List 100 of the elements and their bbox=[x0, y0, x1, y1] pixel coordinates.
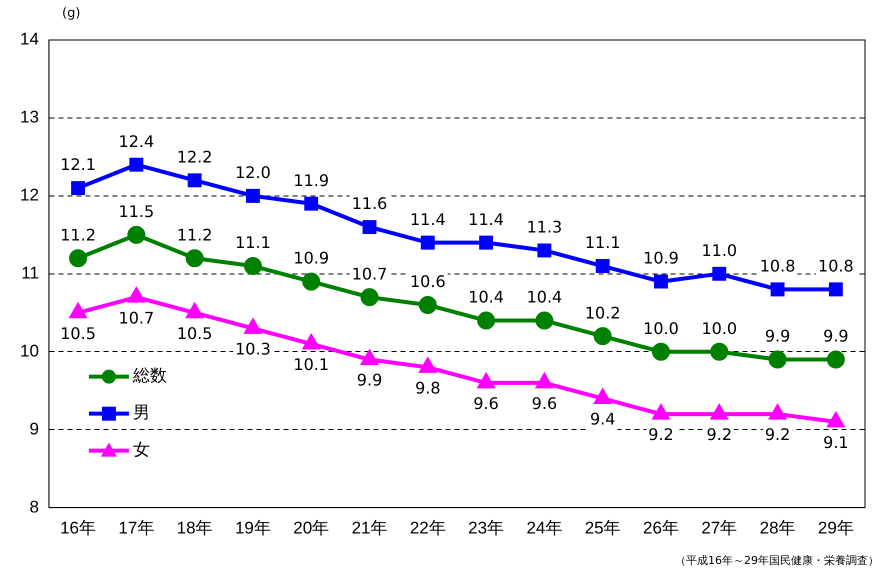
point bbox=[362, 220, 376, 234]
y-tick-label: 10 bbox=[20, 341, 39, 360]
point bbox=[652, 405, 670, 420]
point bbox=[420, 358, 436, 373]
data-label: 12.4 bbox=[118, 132, 154, 151]
point bbox=[127, 226, 146, 244]
y-tick-label: 14 bbox=[20, 30, 39, 49]
point bbox=[654, 274, 668, 289]
point bbox=[128, 288, 144, 303]
point bbox=[70, 304, 86, 318]
x-tick-label: 28年 bbox=[760, 518, 796, 538]
data-label: 10.5 bbox=[176, 324, 212, 343]
data-label: 10.8 bbox=[818, 256, 854, 276]
legend-label: 女 bbox=[132, 440, 150, 460]
data-label: 9.1 bbox=[823, 433, 849, 452]
data-label: 9.9 bbox=[356, 370, 382, 390]
point bbox=[711, 405, 728, 420]
data-label: 10.9 bbox=[293, 248, 330, 268]
x-tick-label: 17年 bbox=[118, 518, 154, 538]
data-label: 11.4 bbox=[410, 210, 446, 229]
data-label: 12.2 bbox=[176, 147, 212, 166]
data-label: 10.4 bbox=[526, 288, 562, 307]
point bbox=[770, 405, 786, 420]
point bbox=[303, 334, 320, 350]
point bbox=[826, 350, 845, 369]
x-tick-label: 21年 bbox=[352, 518, 388, 538]
legend-label: 男 bbox=[132, 403, 150, 424]
point bbox=[535, 312, 554, 330]
data-label: 9.6 bbox=[532, 394, 558, 414]
point bbox=[712, 266, 726, 281]
legend-label: 総数 bbox=[132, 366, 167, 386]
data-label: 10.8 bbox=[760, 256, 796, 276]
point bbox=[418, 296, 437, 314]
point bbox=[302, 272, 320, 291]
point bbox=[420, 236, 435, 250]
point bbox=[478, 374, 494, 388]
data-label: 10.5 bbox=[60, 324, 96, 343]
x-tick-label: 24年 bbox=[526, 518, 562, 538]
data-label: 12.1 bbox=[60, 155, 96, 174]
data-label: 9.9 bbox=[823, 326, 849, 346]
point bbox=[304, 196, 318, 211]
point bbox=[828, 282, 843, 296]
point bbox=[188, 173, 202, 188]
data-label: 10.0 bbox=[701, 318, 738, 338]
point bbox=[186, 249, 204, 268]
point bbox=[186, 304, 203, 318]
point bbox=[828, 412, 844, 428]
data-label: 11.6 bbox=[352, 194, 388, 214]
data-label: 10.7 bbox=[352, 264, 388, 284]
point bbox=[770, 282, 785, 296]
x-tick-label: 20年 bbox=[293, 518, 330, 538]
data-label: 10.6 bbox=[410, 272, 446, 292]
y-tick-label: 13 bbox=[20, 108, 39, 127]
x-tick-label: 29年 bbox=[818, 518, 854, 538]
x-tick-label: 22年 bbox=[410, 518, 446, 538]
data-label: 10.3 bbox=[235, 340, 271, 359]
y-tick-label: 11 bbox=[21, 263, 39, 282]
point bbox=[246, 188, 260, 203]
x-tick-label: 16年 bbox=[60, 518, 96, 538]
point bbox=[768, 350, 787, 369]
data-label: 10.0 bbox=[643, 318, 679, 338]
point bbox=[594, 389, 611, 404]
point bbox=[537, 243, 552, 258]
point bbox=[710, 342, 728, 361]
point bbox=[244, 257, 262, 276]
data-label: 11.1 bbox=[584, 233, 620, 252]
point bbox=[652, 342, 670, 361]
data-label: 10.4 bbox=[468, 288, 504, 307]
data-label: 9.6 bbox=[473, 394, 499, 414]
data-label: 9.8 bbox=[415, 378, 441, 398]
data-label: 9.9 bbox=[764, 326, 790, 346]
point bbox=[361, 350, 378, 366]
data-label: 12.0 bbox=[235, 163, 271, 182]
text: （平成16年～29年国民健康・栄養調査） bbox=[675, 553, 879, 568]
point bbox=[536, 374, 552, 388]
point bbox=[360, 288, 379, 306]
data-label: 11.5 bbox=[118, 202, 154, 221]
data-label: 9.2 bbox=[706, 425, 732, 444]
data-label: 10.9 bbox=[643, 248, 679, 268]
x-tick-label: 23年 bbox=[468, 518, 504, 538]
point bbox=[69, 249, 88, 268]
point bbox=[479, 236, 494, 250]
data-label: 10.7 bbox=[118, 308, 154, 328]
data-label: 10.2 bbox=[584, 303, 620, 322]
point bbox=[71, 181, 86, 196]
y-tick-label: 8 bbox=[29, 497, 39, 516]
y-tick-label: 12 bbox=[20, 186, 39, 205]
point bbox=[129, 158, 144, 172]
y-axis-title: (g) bbox=[62, 6, 80, 21]
x-tick-label: 19年 bbox=[234, 518, 271, 538]
point bbox=[477, 312, 496, 330]
x-tick-label: 27年 bbox=[701, 518, 738, 538]
data-label: 9.2 bbox=[648, 425, 674, 444]
point bbox=[596, 259, 610, 273]
data-label: 11.3 bbox=[526, 218, 562, 237]
x-tick-label: 25年 bbox=[584, 518, 621, 538]
data-label: 11.2 bbox=[60, 225, 96, 244]
data-label: 11.9 bbox=[293, 170, 330, 190]
x-tick-label: 18年 bbox=[176, 518, 213, 538]
data-label: 11.1 bbox=[235, 233, 271, 252]
